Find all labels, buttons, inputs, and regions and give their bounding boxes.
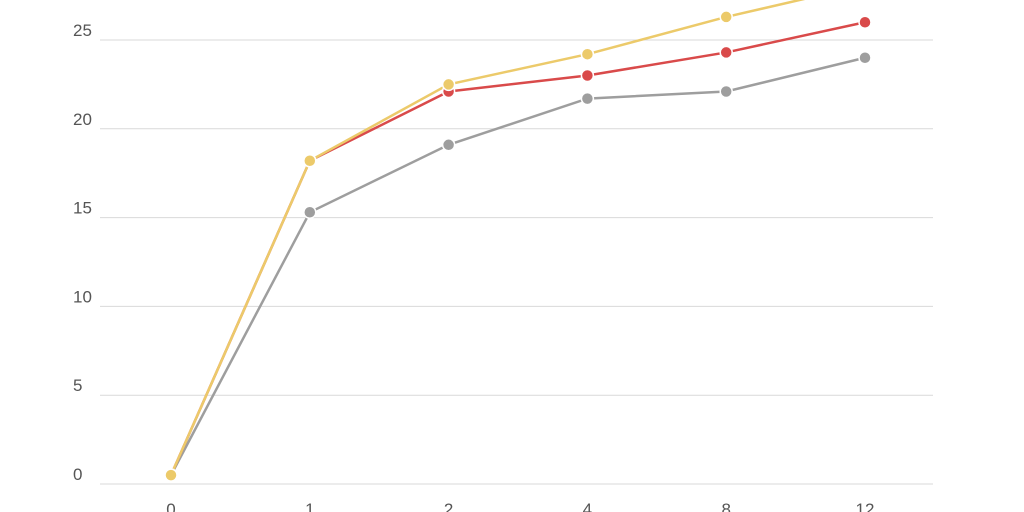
x-tick-label: 8: [721, 500, 730, 512]
y-tick-label: 15: [73, 199, 92, 218]
point: [303, 154, 317, 168]
y-tick-label: 5: [73, 376, 82, 395]
x-tick-label: 2: [444, 500, 453, 512]
point: [719, 45, 733, 60]
point: [580, 68, 595, 83]
x-tick-label: 1: [305, 500, 314, 512]
y-tick-label: 10: [73, 287, 92, 306]
y-tick-label: 25: [73, 21, 92, 40]
x-tick-label: 4: [583, 500, 592, 512]
line: [169, 0, 806, 476]
x-tick-label: 0: [166, 500, 175, 512]
x-tick-label: 12: [856, 500, 875, 512]
line: [169, 56, 866, 476]
point: [164, 468, 178, 482]
line: [169, 21, 866, 476]
point: [858, 51, 872, 65]
y-tick-label: 20: [73, 110, 92, 129]
point: [303, 205, 317, 220]
point: [441, 77, 456, 92]
point: [580, 91, 595, 106]
y-tick-label: 0: [73, 465, 82, 484]
point: [719, 10, 733, 24]
point: [441, 138, 456, 152]
point: [580, 47, 595, 61]
point: [858, 15, 872, 29]
point: [719, 84, 733, 99]
